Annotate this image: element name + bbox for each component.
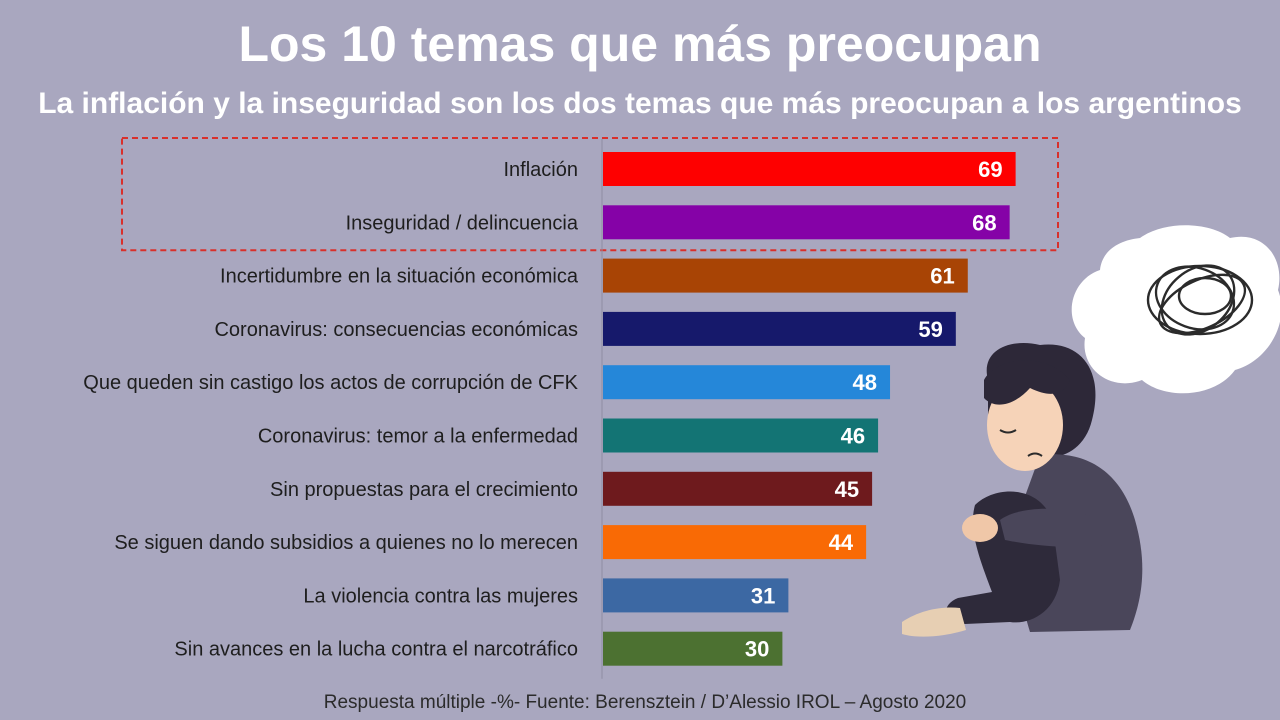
highlight-box	[121, 137, 1059, 252]
data-label: 31	[751, 583, 775, 608]
category-label: Inseguridad / delincuencia	[346, 212, 579, 234]
data-label: 45	[835, 477, 859, 502]
category-label: Inflación	[504, 159, 579, 181]
chart-subtitle: La inflación y la inseguridad son los do…	[38, 87, 1242, 120]
data-label: 30	[745, 637, 769, 662]
category-label: Incertidumbre en la situación económica	[220, 266, 579, 288]
category-label: Sin propuestas para el crecimiento	[270, 479, 578, 501]
bar	[603, 205, 1010, 240]
bar	[603, 418, 879, 453]
category-label: Coronavirus: consecuencias económicas	[214, 319, 578, 341]
category-label: Que queden sin castigo los actos de corr…	[83, 372, 578, 394]
bar	[603, 365, 891, 400]
category-label: Sin avances en la lucha contra el narcot…	[174, 639, 578, 661]
data-label: 48	[853, 370, 877, 395]
bar	[603, 471, 873, 506]
data-label: 61	[930, 264, 954, 289]
category-label: Se siguen dando subsidios a quienes no l…	[114, 532, 578, 554]
data-label: 68	[972, 210, 996, 235]
bar	[603, 578, 789, 613]
data-label: 69	[978, 157, 1002, 182]
bar	[603, 631, 783, 666]
bar	[603, 152, 1016, 186]
bar	[603, 258, 968, 293]
data-label: 59	[918, 317, 942, 342]
bar	[603, 525, 867, 560]
category-label: Coronavirus: temor a la enfermedad	[258, 426, 578, 448]
bar	[603, 311, 956, 346]
worried-woman-illustration	[902, 225, 1280, 637]
data-label: 44	[829, 530, 854, 555]
chart-title: Los 10 temas que más preocupan	[238, 16, 1042, 72]
data-label: 46	[841, 424, 865, 449]
category-label: La violencia contra las mujeres	[303, 585, 578, 607]
scribble-thought-bubble-icon	[1071, 225, 1280, 394]
chart-footer-source: Respuesta múltiple -%- Fuente: Berenszte…	[323, 692, 967, 713]
woman-figure	[902, 343, 1143, 637]
